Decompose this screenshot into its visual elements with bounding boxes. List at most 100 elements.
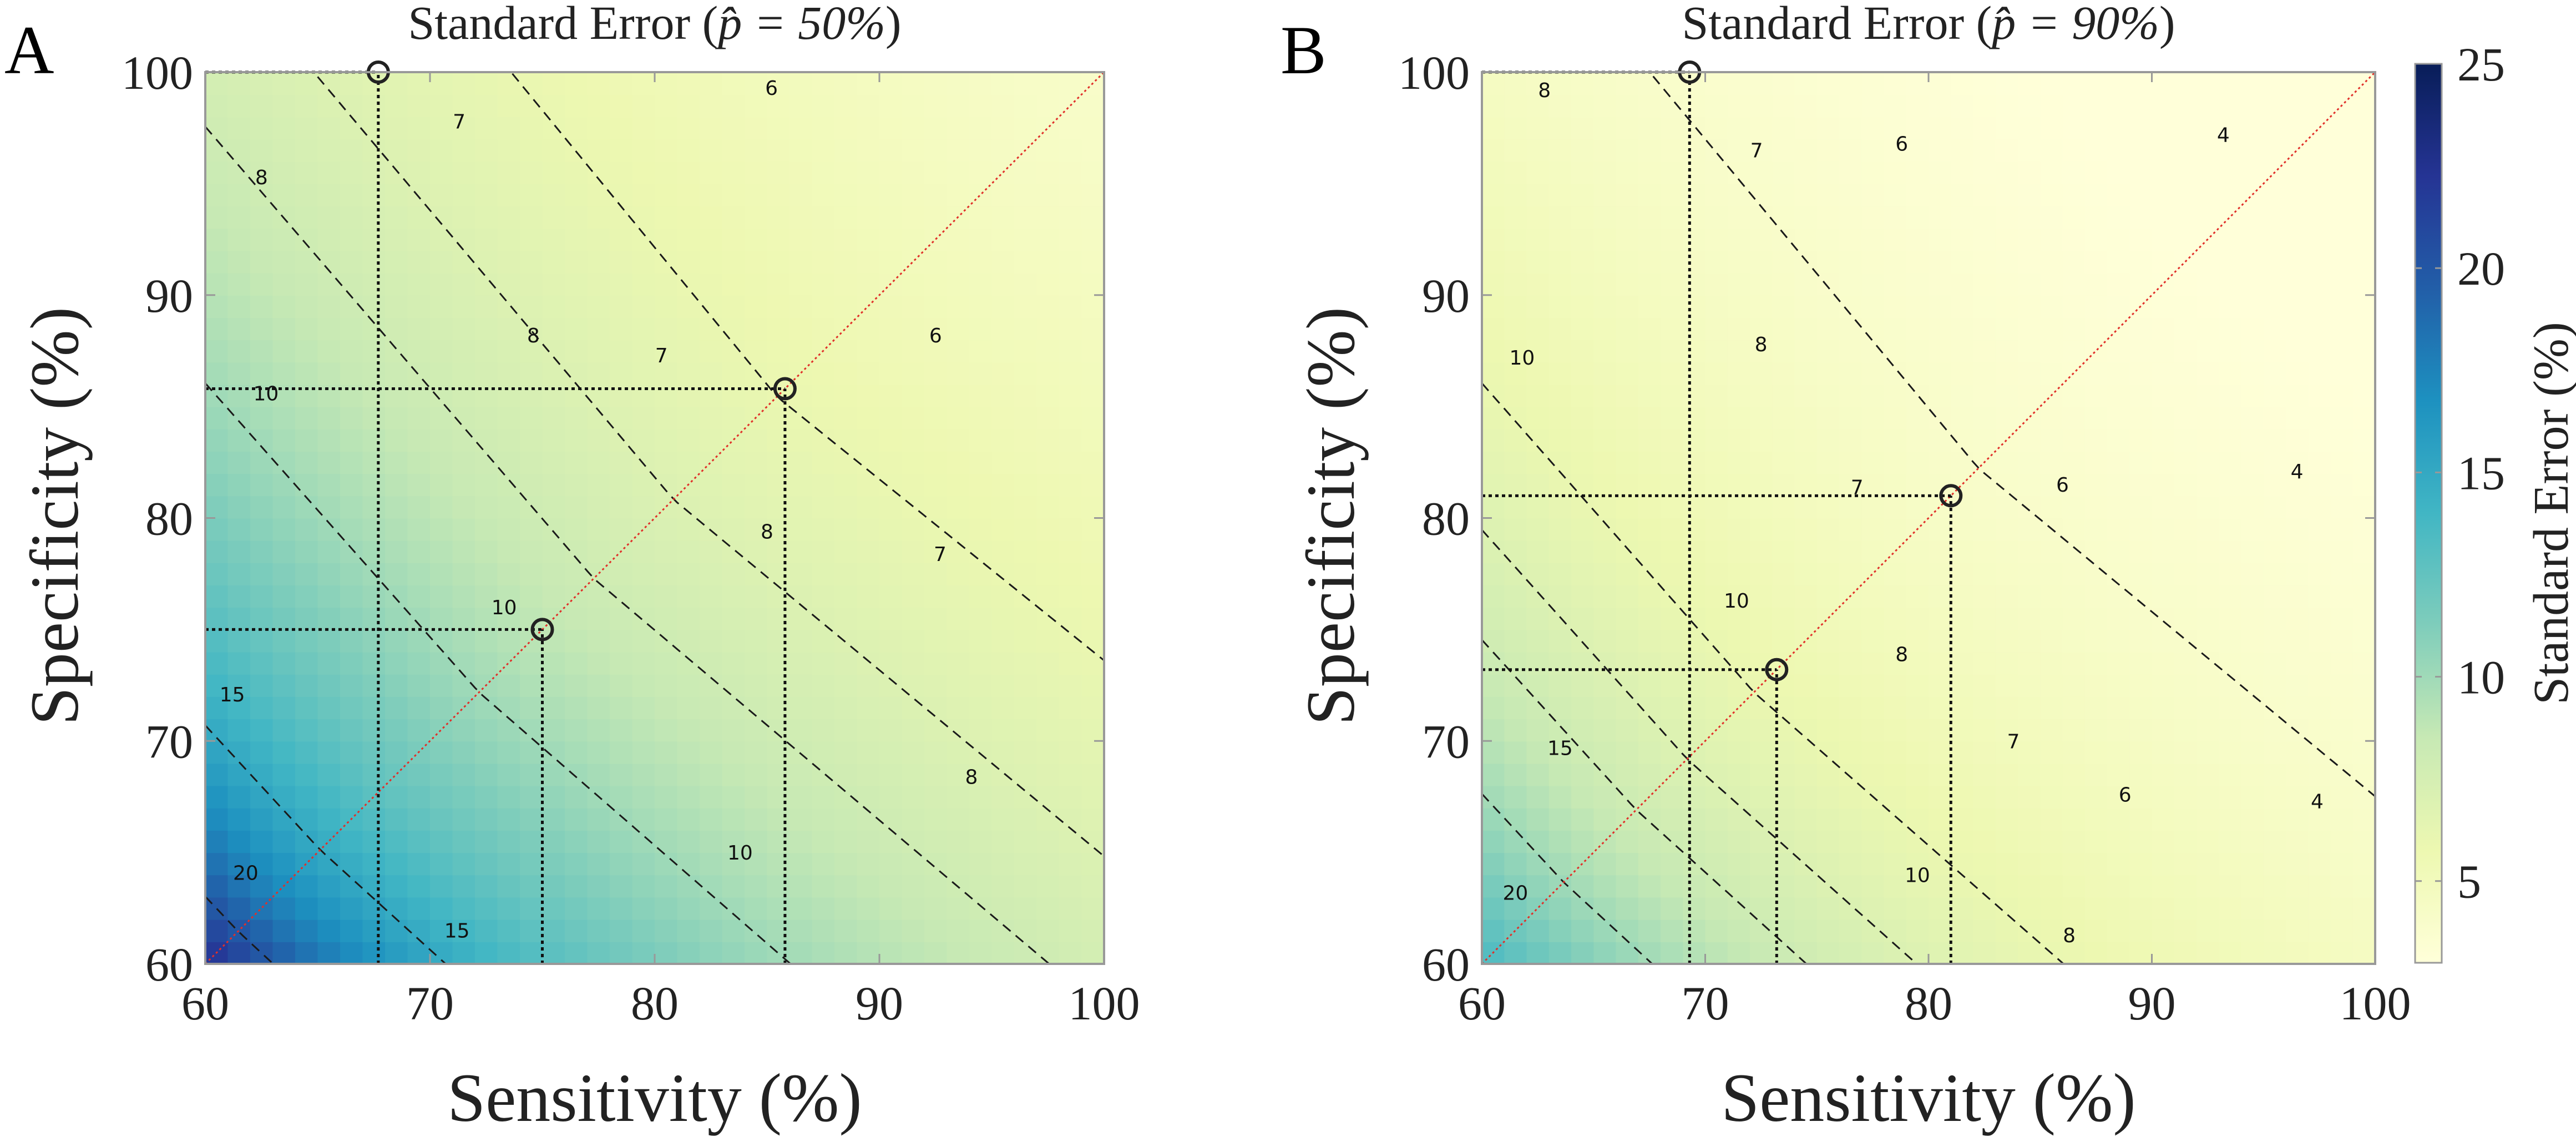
panel-b-heat-cell: [1772, 473, 1795, 497]
panel-b-heat-cell: [2241, 206, 2264, 229]
panel-a-heat-cell: [565, 117, 588, 140]
panel-a-heat-cell: [362, 674, 386, 697]
panel-b-heat-cell: [2084, 272, 2108, 296]
panel-a-heat-cell: [520, 830, 543, 853]
panel-a-heat-cell: [789, 807, 813, 831]
panel-b-heat-cell: [1995, 518, 2019, 541]
panel-b-heat-cell: [2062, 139, 2086, 162]
panel-b-heat-cell: [1973, 250, 1996, 274]
panel-b-heat-cell: [1705, 250, 1728, 274]
panel-b-heat-cell: [1482, 830, 1505, 853]
panel-b-heat-cell: [2129, 317, 2153, 341]
panel-a-heat-cell: [767, 117, 790, 140]
panel-a-heat-cell: [407, 272, 431, 296]
panel-b-heat-cell: [2197, 763, 2220, 786]
panel-b-heat-cell: [1661, 384, 1684, 407]
panel-b-heat-cell: [1683, 228, 1706, 251]
panel-a-heat-cell: [969, 161, 993, 184]
panel-b-heat-cell: [1683, 518, 1706, 541]
panel-a-heat-cell: [902, 183, 925, 207]
panel-b-heat-cell: [2352, 183, 2375, 207]
panel-b-heat-cell: [2241, 139, 2264, 162]
panel-b-heat-cell: [1616, 72, 1639, 95]
panel-a-heat-cell: [317, 518, 341, 541]
panel-b-heat-cell: [1995, 719, 2019, 742]
panel-b-heat-cell: [1951, 183, 1974, 207]
panel-a-heat-cell: [205, 830, 229, 853]
panel-b-heat-cell: [2241, 94, 2264, 118]
panel-a-heat-cell: [227, 941, 251, 964]
panel-a-heat-cell: [407, 340, 431, 363]
panel-b-heat-cell: [2197, 875, 2220, 898]
panel-a-heat-cell: [879, 117, 903, 140]
panel-a-heat-cell: [924, 696, 948, 720]
panel-a-heat-cell: [767, 607, 790, 630]
panel-b-heat-cell: [1906, 317, 1930, 341]
panel-b-heat-cell: [1616, 719, 1639, 742]
panel-a-heat-cell: [295, 629, 318, 653]
panel-a-heat-cell: [632, 875, 655, 898]
panel-a-heat-cell: [565, 362, 588, 385]
panel-a-heat-cell: [205, 228, 229, 251]
panel-b-heat-cell: [1750, 428, 1773, 452]
panel-a-heat-cell: [857, 272, 880, 296]
panel-b-heat-cell: [2107, 362, 2130, 385]
panel-b-heat-cell: [2197, 295, 2220, 318]
panel-a-heat-cell: [385, 585, 408, 608]
panel-b-heat-cell: [2040, 406, 2063, 429]
panel-b-heat-cell: [1683, 94, 1706, 118]
panel-b-heat-cell: [2308, 607, 2331, 630]
panel-b-heat-cell: [1593, 94, 1617, 118]
panel-b-heat-cell: [2330, 785, 2354, 809]
panel-b-heat-cell: [2219, 362, 2242, 385]
panel-b-heat-cell: [2152, 585, 2175, 608]
panel-a-heat-cell: [745, 362, 768, 385]
panel-a-heat-cell: [475, 295, 498, 318]
panel-b-heat-cell: [1995, 696, 2019, 720]
panel-b-heat-cell: [1593, 295, 1617, 318]
panel-a-heat-cell: [677, 719, 700, 742]
panel-a-heat-cell: [879, 228, 903, 251]
panel-b-heat-cell: [1661, 897, 1684, 920]
panel-b-heat-cell: [2286, 585, 2309, 608]
panel-b-heat-cell: [2352, 317, 2375, 341]
panel-b-heat-cell: [1861, 674, 1885, 697]
colorbar-tick-label: 20: [2457, 242, 2505, 295]
panel-a-heat-cell: [475, 830, 498, 853]
panel-b-heat-cell: [1661, 629, 1684, 653]
panel-a-heat-cell: [677, 496, 700, 519]
panel-b-heat-cell: [1526, 117, 1550, 140]
panel-a-heat-cell: [362, 719, 386, 742]
panel-a-heat-cell: [745, 72, 768, 95]
panel-a-heat-cell: [789, 651, 813, 675]
panel-b-heat-cell: [1973, 317, 1996, 341]
panel-a-heat-cell: [295, 897, 318, 920]
panel-a-heat-cell: [317, 629, 341, 653]
panel-b-heat-cell: [2084, 763, 2108, 786]
panel-a-heat-cell: [924, 518, 948, 541]
panel-b-heat-cell: [2174, 785, 2198, 809]
panel-a-heat-cell: [789, 496, 813, 519]
panel-b-heat-cell: [1504, 852, 1527, 876]
panel-b-heat-cell: [1906, 496, 1930, 519]
panel-a-heat-cell: [857, 139, 880, 162]
panel-b-heat-cell: [2107, 340, 2130, 363]
panel-a-heat-cell: [1036, 763, 1060, 786]
panel-b-heat-cell: [2084, 785, 2108, 809]
panel-a-heat-cell: [542, 295, 565, 318]
panel-b-heat-cell: [1683, 117, 1706, 140]
panel-b-heat-cell: [2018, 340, 2041, 363]
panel-a-heat-cell: [385, 807, 408, 831]
panel-b-heat-cell: [1526, 362, 1550, 385]
panel-b-heat-cell: [2018, 875, 2041, 898]
panel-b-heat-cell: [1951, 696, 1974, 720]
panel-b-heat-cell: [1929, 272, 1952, 296]
panel-b-heat-cell: [1794, 807, 1818, 831]
panel-a-heat-cell: [924, 741, 948, 764]
panel-a-heat-cell: [969, 228, 993, 251]
panel-a-heat-cell: [610, 807, 633, 831]
panel-a-heat-cell: [497, 362, 520, 385]
panel-b-heat-cell: [1593, 250, 1617, 274]
panel-b-heat-cell: [1616, 496, 1639, 519]
panel-a-heat-cell: [407, 428, 431, 452]
